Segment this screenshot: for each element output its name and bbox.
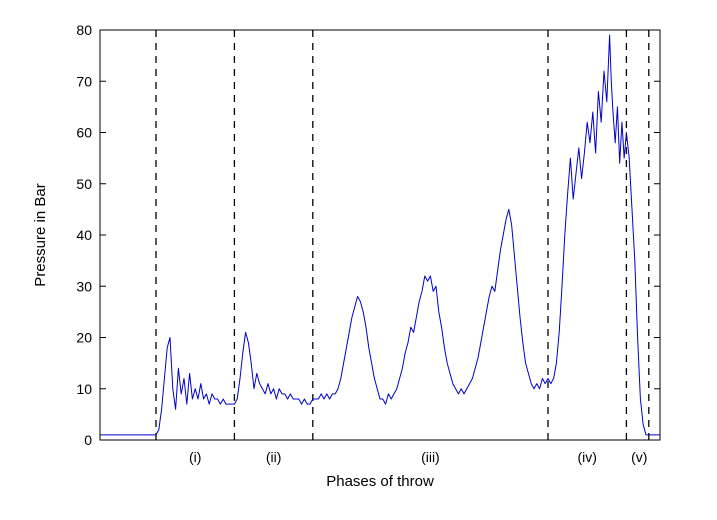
y-tick-label: 70 — [76, 73, 92, 89]
y-tick-label: 80 — [76, 22, 92, 38]
y-tick-label: 40 — [76, 227, 92, 243]
y-tick-label: 20 — [76, 330, 92, 346]
phase-label: (i) — [189, 449, 201, 465]
x-axis-label: Phases of throw — [326, 473, 434, 490]
y-tick-label: 30 — [76, 278, 92, 294]
y-tick-label: 0 — [84, 432, 92, 448]
phase-label: (v) — [631, 449, 647, 465]
pressure-chart: 0 10 20 30 40 50 60 70 80 (i) (ii) (iii) (iv) (v) Phas… — [0, 0, 717, 520]
y-tick-label: 60 — [76, 125, 92, 141]
phase-label: (ii) — [266, 449, 282, 465]
y-tick-label: 10 — [76, 381, 92, 397]
y-axis-label: Pressure in Bar — [32, 183, 49, 286]
phase-label: (iii) — [421, 449, 440, 465]
y-tick-label: 50 — [76, 176, 92, 192]
phase-label: (iv) — [577, 449, 596, 465]
